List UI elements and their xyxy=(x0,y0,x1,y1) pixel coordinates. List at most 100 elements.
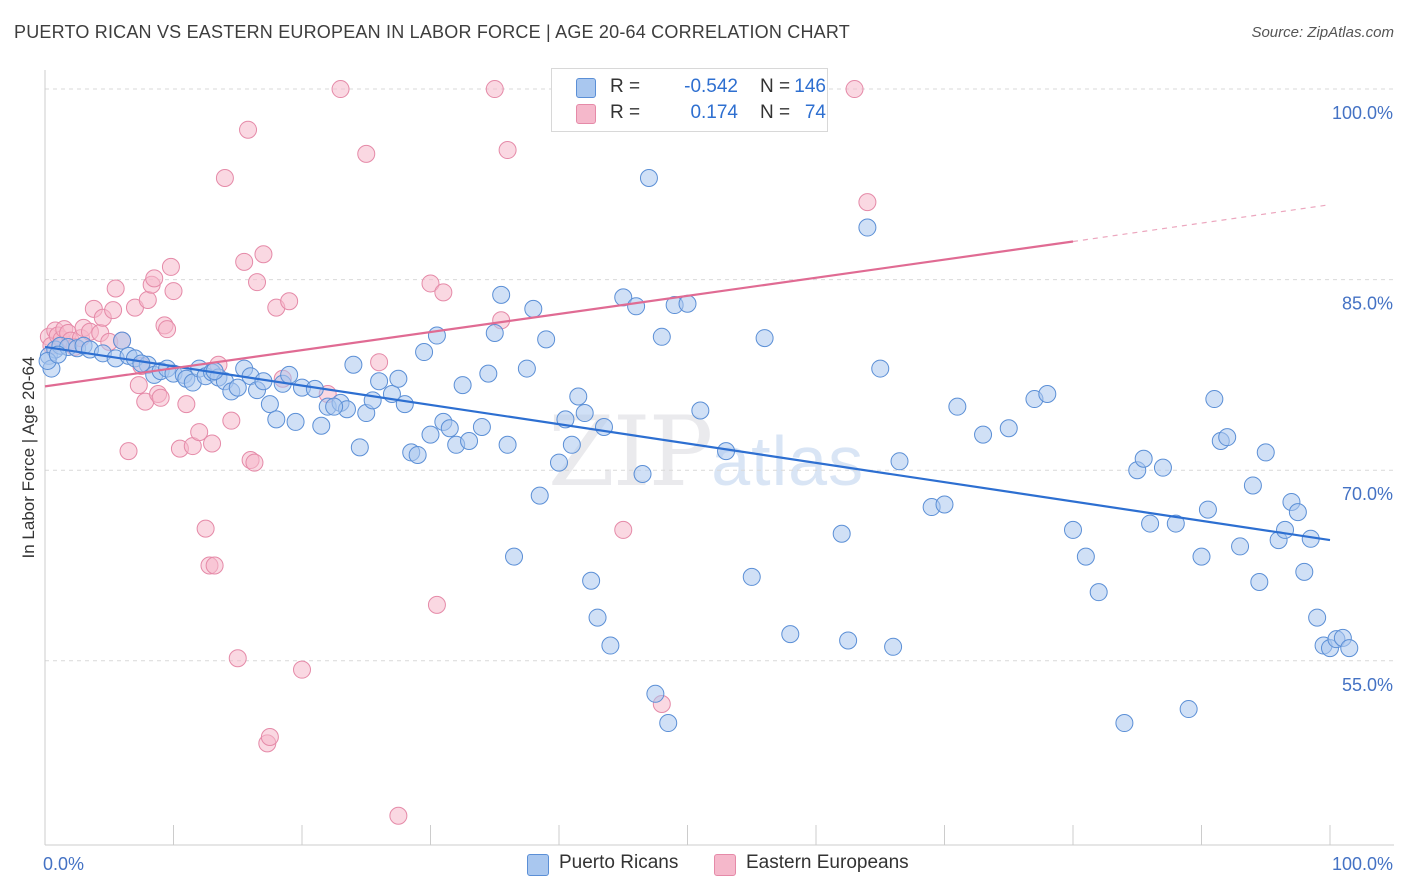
legend-r-label: R = xyxy=(610,76,641,97)
data-point-puerto-ricans xyxy=(389,369,408,388)
data-point-puerto-ricans xyxy=(1295,562,1314,581)
data-point-puerto-ricans xyxy=(479,364,498,383)
bottom-legend-swatch-blue xyxy=(527,854,549,876)
data-point-eastern-europeans xyxy=(205,556,224,575)
data-point-puerto-ricans xyxy=(280,365,299,384)
data-point-puerto-ricans xyxy=(408,445,427,464)
data-point-puerto-ricans xyxy=(1205,390,1224,409)
bottom-legend-label: Puerto Ricans xyxy=(559,852,679,873)
data-point-puerto-ricans xyxy=(755,329,774,348)
data-point-puerto-ricans xyxy=(1198,500,1217,519)
data-point-puerto-ricans xyxy=(1076,547,1095,566)
data-point-puerto-ricans xyxy=(1153,458,1172,477)
data-point-puerto-ricans xyxy=(415,343,434,362)
data-point-puerto-ricans xyxy=(530,486,549,505)
data-point-puerto-ricans xyxy=(601,636,620,655)
data-point-puerto-ricans xyxy=(485,323,504,342)
data-point-puerto-ricans xyxy=(1166,514,1185,533)
data-point-puerto-ricans xyxy=(832,524,851,543)
data-point-puerto-ricans xyxy=(1250,573,1269,592)
legend-swatch-blue xyxy=(576,78,596,98)
data-point-puerto-ricans xyxy=(267,410,286,429)
source-label: Source: ZipAtlas.com xyxy=(1251,24,1394,41)
data-point-puerto-ricans xyxy=(113,331,132,350)
data-point-eastern-europeans xyxy=(106,279,125,298)
data-point-puerto-ricans xyxy=(1256,443,1275,462)
trend-line-extension xyxy=(1072,204,1331,243)
data-point-puerto-ricans xyxy=(421,425,440,444)
data-point-puerto-ricans xyxy=(492,285,511,304)
trend-line-puerto-ricans xyxy=(44,345,1331,542)
data-point-puerto-ricans xyxy=(1038,384,1057,403)
data-point-eastern-europeans xyxy=(203,434,222,453)
data-point-eastern-europeans xyxy=(138,290,157,309)
legend-r-label: R = xyxy=(610,102,641,123)
y-tick-label: 55.0% xyxy=(1342,675,1393,695)
legend-n-label: N = xyxy=(760,102,791,123)
data-point-eastern-europeans xyxy=(389,806,408,825)
data-point-puerto-ricans xyxy=(472,418,491,437)
data-point-eastern-europeans xyxy=(164,282,183,301)
data-point-puerto-ricans xyxy=(1179,700,1198,719)
data-point-eastern-europeans xyxy=(370,353,389,372)
x-tick-label-max: 100.0% xyxy=(1332,854,1393,874)
data-point-puerto-ricans xyxy=(781,625,800,644)
data-point-puerto-ricans xyxy=(1340,639,1359,658)
data-point-eastern-europeans xyxy=(260,728,279,747)
data-point-eastern-europeans xyxy=(254,245,273,264)
data-point-eastern-europeans xyxy=(421,274,440,293)
data-point-eastern-europeans xyxy=(331,80,350,99)
data-point-puerto-ricans xyxy=(652,327,671,346)
data-point-eastern-europeans xyxy=(190,423,209,442)
trend-line-eastern-europeans xyxy=(44,240,1074,388)
data-point-eastern-europeans xyxy=(235,252,254,271)
data-point-puerto-ricans xyxy=(742,567,761,586)
data-point-eastern-europeans xyxy=(196,519,215,538)
data-point-puerto-ricans xyxy=(569,387,588,406)
data-point-puerto-ricans xyxy=(286,412,305,431)
data-point-puerto-ricans xyxy=(659,714,678,733)
data-point-puerto-ricans xyxy=(871,359,890,378)
data-point-puerto-ricans xyxy=(460,431,479,450)
y-axis-title: In Labor Force | Age 20-64 xyxy=(19,357,38,559)
data-point-eastern-europeans xyxy=(280,292,299,311)
data-point-puerto-ricans xyxy=(350,438,369,457)
data-point-puerto-ricans xyxy=(1308,608,1327,627)
data-point-eastern-europeans xyxy=(222,411,241,430)
legend-r-value: 0.174 xyxy=(690,102,738,123)
series-puerto-ricans xyxy=(38,97,1359,733)
data-point-eastern-europeans xyxy=(215,168,234,187)
data-point-puerto-ricans xyxy=(627,297,646,316)
data-point-puerto-ricans xyxy=(839,631,858,650)
bottom-legend-swatch-pink xyxy=(714,854,736,876)
data-point-puerto-ricans xyxy=(1141,514,1160,533)
data-point-eastern-europeans xyxy=(858,193,877,212)
data-point-puerto-ricans xyxy=(633,465,652,484)
data-point-puerto-ricans xyxy=(678,294,697,313)
data-point-puerto-ricans xyxy=(524,299,543,318)
data-point-puerto-ricans xyxy=(1243,476,1262,495)
stats-legend: R = -0.542 N = 146 R = 0.174 N = 74 xyxy=(551,68,828,132)
data-point-eastern-europeans xyxy=(427,595,446,614)
data-point-puerto-ricans xyxy=(1276,520,1295,539)
data-point-eastern-europeans xyxy=(151,388,170,407)
data-point-eastern-europeans xyxy=(498,141,517,160)
data-point-puerto-ricans xyxy=(505,547,524,566)
bottom-legend-label: Eastern Europeans xyxy=(746,852,909,873)
data-point-eastern-europeans xyxy=(228,649,247,668)
data-point-puerto-ricans xyxy=(537,330,556,349)
data-point-puerto-ricans xyxy=(999,419,1018,438)
x-tick-label-min: 0.0% xyxy=(43,854,84,874)
data-point-puerto-ricans xyxy=(935,495,954,514)
data-point-eastern-europeans xyxy=(245,453,264,472)
data-point-puerto-ricans xyxy=(132,354,151,373)
data-point-eastern-europeans xyxy=(177,395,196,414)
legend-r-value: -0.542 xyxy=(684,76,738,97)
data-point-eastern-europeans xyxy=(239,120,258,139)
tick-labels: 55.0% 70.0% 85.0% 100.0% 0.0% 100.0% In Labor … xyxy=(19,103,1393,874)
data-point-eastern-europeans xyxy=(248,273,267,292)
data-point-eastern-europeans xyxy=(158,320,177,339)
data-point-eastern-europeans xyxy=(357,144,376,163)
data-point-eastern-europeans xyxy=(485,80,504,99)
